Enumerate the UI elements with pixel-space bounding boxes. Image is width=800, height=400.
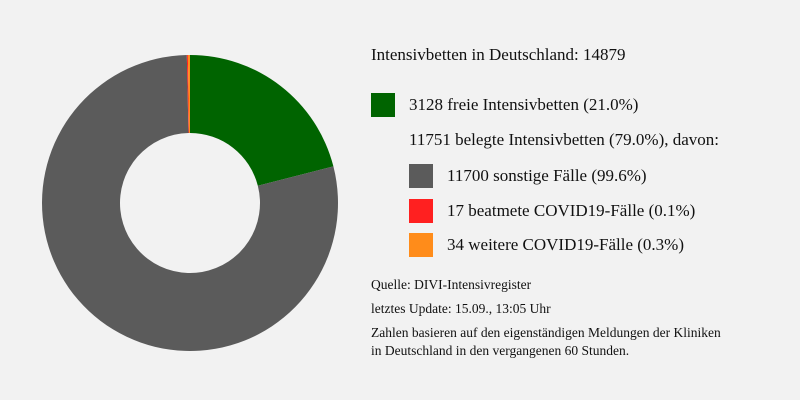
slice-other — [42, 55, 339, 351]
legend-swatch-free — [371, 93, 395, 117]
legend-item-free: 3128 freie Intensivbetten (21.0%) — [371, 93, 638, 117]
legend-swatch-ventilated — [409, 199, 433, 223]
legend-item-ventilated: 17 beatmete COVID19-Fälle (0.1%) — [409, 199, 695, 223]
slice-covid-other — [187, 55, 190, 134]
update-text: letztes Update: 15.09., 13:05 Uhr — [371, 301, 551, 316]
legend-label-other: 11700 sonstige Fälle (99.6%) — [447, 166, 647, 185]
source-text: Quelle: DIVI-Intensivregister — [371, 277, 532, 292]
legend-subheading: 11751 belegte Intensivbetten (79.0%), da… — [409, 130, 719, 150]
note-line-1: Zahlen basieren auf den eigenständigen M… — [371, 325, 721, 340]
slice-ventilated — [186, 55, 189, 134]
legend-subheading-text: 11751 belegte Intensivbetten (79.0%), da… — [409, 130, 720, 149]
legend-label-ventilated: 17 beatmete COVID19-Fälle (0.1%) — [447, 201, 696, 220]
legend-label-free: 3128 freie Intensivbetten (21.0%) — [409, 95, 639, 114]
legend-item-covid-other: 34 weitere COVID19-Fälle (0.3%) — [409, 233, 684, 257]
chart-title: Intensivbetten in Deutschland: 14879 — [371, 45, 626, 64]
slice-free — [190, 55, 334, 186]
note-line-2: in Deutschland in den vergangenen 60 Stu… — [371, 343, 630, 358]
legend-label-covid-other: 34 weitere COVID19-Fälle (0.3%) — [447, 235, 684, 254]
legend-swatch-covid-other — [409, 233, 433, 257]
legend-item-other: 11700 sonstige Fälle (99.6%) — [409, 164, 647, 188]
donut-chart — [42, 55, 339, 351]
legend-swatch-other — [409, 164, 433, 188]
